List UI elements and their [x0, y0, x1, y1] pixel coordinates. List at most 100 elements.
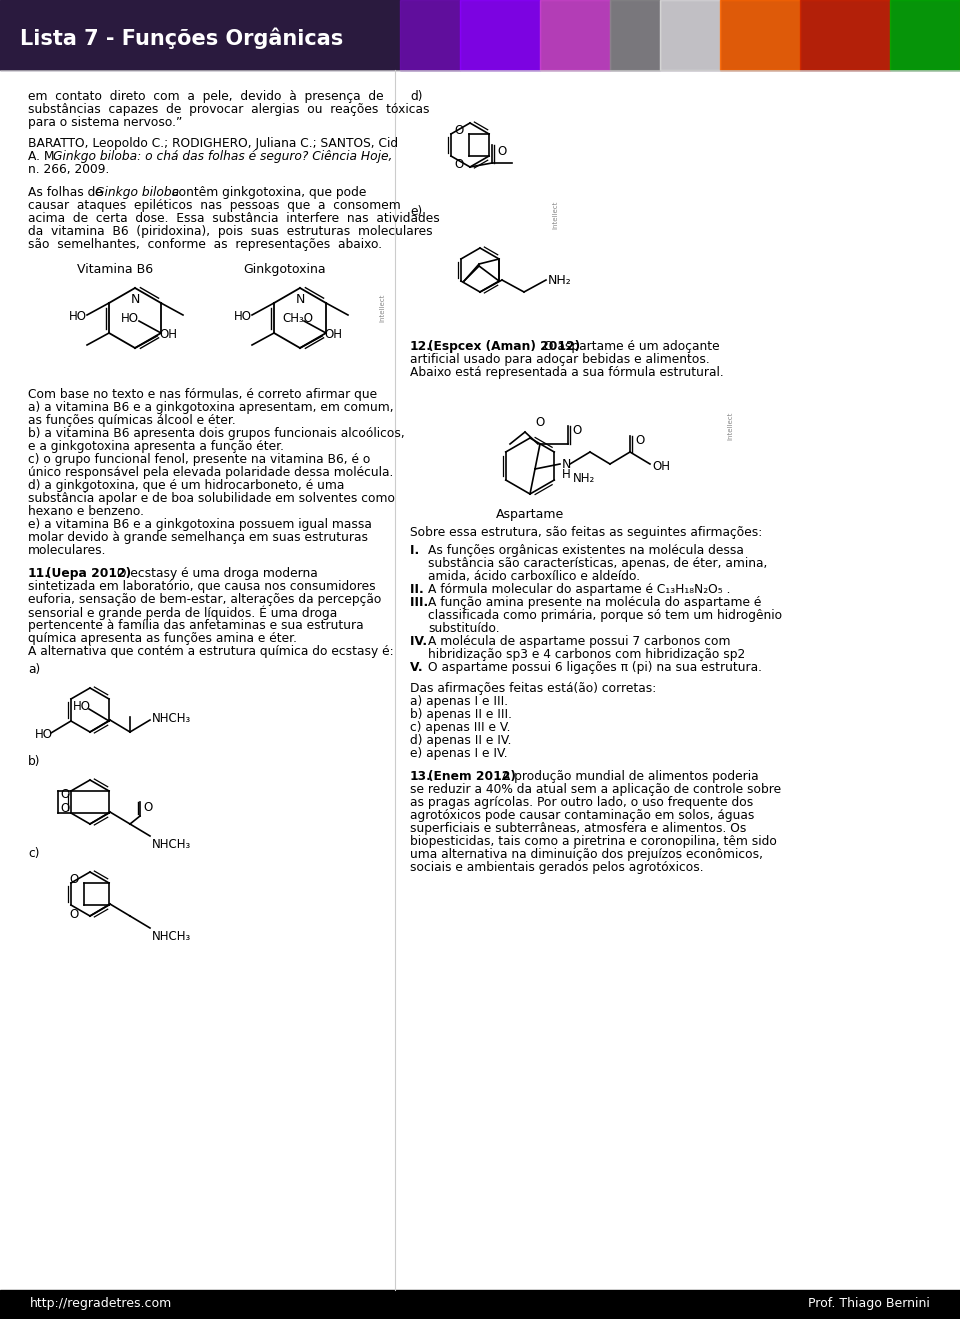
- Text: O: O: [60, 802, 69, 815]
- Text: são  semelhantes,  conforme  as  representações  abaixo.: são semelhantes, conforme as representaç…: [28, 237, 382, 251]
- Text: e a ginkgotoxina apresenta a função éter.: e a ginkgotoxina apresenta a função éter…: [28, 441, 284, 452]
- Bar: [800, 0, 890, 70]
- Text: N: N: [296, 293, 304, 306]
- Text: 11.: 11.: [28, 567, 50, 580]
- Text: Vitamina B6: Vitamina B6: [77, 262, 153, 276]
- Text: Ginkgotoxina: Ginkgotoxina: [244, 262, 326, 276]
- Text: uma alternativa na diminuição dos prejuízos econômicos,: uma alternativa na diminuição dos prejuí…: [410, 848, 763, 861]
- Text: d): d): [410, 90, 422, 103]
- Text: NHCH₃: NHCH₃: [152, 930, 191, 943]
- Text: OH: OH: [324, 327, 342, 340]
- Text: biopesticidas, tais como a piretrina e coronopilina, têm sido: biopesticidas, tais como a piretrina e c…: [410, 835, 777, 848]
- Text: A alternativa que contém a estrutura química do ecstasy é:: A alternativa que contém a estrutura quí…: [28, 645, 394, 658]
- Text: se reduzir a 40% da atual sem a aplicação de controle sobre: se reduzir a 40% da atual sem a aplicaçã…: [410, 783, 781, 795]
- Text: HO: HO: [121, 313, 139, 326]
- Text: As folhas de: As folhas de: [28, 186, 107, 199]
- Text: molar devido à grande semelhança em suas estruturas: molar devido à grande semelhança em suas…: [28, 532, 368, 543]
- Text: em  contato  direto  com  a  pele,  devido  à  presença  de: em contato direto com a pele, devido à p…: [28, 90, 384, 103]
- Text: n. 266, 2009.: n. 266, 2009.: [28, 164, 109, 175]
- Text: sintetizada em laboratório, que causa nos consumidores: sintetizada em laboratório, que causa no…: [28, 580, 375, 594]
- Text: para o sistema nervoso.”: para o sistema nervoso.”: [28, 116, 182, 129]
- Text: e) a vitamina B6 e a ginkgotoxina possuem igual massa: e) a vitamina B6 e a ginkgotoxina possue…: [28, 518, 372, 532]
- Text: d) apenas II e IV.: d) apenas II e IV.: [410, 733, 512, 747]
- Text: euforia, sensação de bem-estar, alterações da percepção: euforia, sensação de bem-estar, alteraçõ…: [28, 594, 381, 605]
- Text: Intellect: Intellect: [552, 200, 558, 230]
- Text: A molécula de aspartame possui 7 carbonos com: A molécula de aspartame possui 7 carbono…: [428, 634, 731, 648]
- Text: substância são características, apenas, de éter, amina,: substância são características, apenas, …: [428, 557, 767, 570]
- Text: pertencente à família das anfetaminas e sua estrutura: pertencente à família das anfetaminas e …: [28, 619, 364, 632]
- Text: a) apenas I e III.: a) apenas I e III.: [410, 695, 508, 708]
- Text: O: O: [69, 907, 79, 921]
- Text: Abaixo está representada a sua fórmula estrutural.: Abaixo está representada a sua fórmula e…: [410, 365, 724, 379]
- Text: O aspartame possui 6 ligações π (pi) na sua estrutura.: O aspartame possui 6 ligações π (pi) na …: [428, 661, 762, 674]
- Text: d) a ginkgotoxina, que é um hidrocarboneto, é uma: d) a ginkgotoxina, que é um hidrocarbone…: [28, 479, 345, 492]
- Bar: [0, 1290, 960, 1319]
- Text: superficiais e subterrâneas, atmosfera e alimentos. Os: superficiais e subterrâneas, atmosfera e…: [410, 822, 746, 835]
- Text: artificial usado para adoçar bebidas e alimentos.: artificial usado para adoçar bebidas e a…: [410, 353, 709, 365]
- Text: sensorial e grande perda de líquidos. É uma droga: sensorial e grande perda de líquidos. É …: [28, 605, 337, 620]
- Text: Prof. Thiago Bernini: Prof. Thiago Bernini: [808, 1298, 930, 1311]
- Text: OH: OH: [159, 327, 177, 340]
- Text: 12.: 12.: [410, 340, 432, 353]
- Text: I.: I.: [410, 543, 423, 557]
- Text: c): c): [28, 847, 39, 860]
- Text: NHCH₃: NHCH₃: [152, 838, 191, 851]
- Text: H: H: [562, 467, 571, 480]
- Text: http://regradetres.com: http://regradetres.com: [30, 1298, 172, 1311]
- Text: Lista 7 - Funções Orgânicas: Lista 7 - Funções Orgânicas: [20, 28, 344, 49]
- Bar: [400, 0, 460, 70]
- Text: único responsável pela elevada polaridade dessa molécula.: único responsável pela elevada polaridad…: [28, 466, 394, 479]
- Text: II.: II.: [410, 583, 428, 596]
- Text: O: O: [454, 124, 464, 137]
- Text: (Espcex (Aman) 2012): (Espcex (Aman) 2012): [428, 340, 580, 353]
- Text: CH₃O: CH₃O: [282, 313, 313, 326]
- Text: O ecstasy é uma droga moderna: O ecstasy é uma droga moderna: [113, 567, 318, 580]
- Text: A produção mundial de alimentos poderia: A produção mundial de alimentos poderia: [498, 770, 758, 783]
- Text: O: O: [572, 423, 581, 437]
- Bar: [890, 0, 960, 70]
- Bar: [540, 0, 610, 70]
- Text: agrotóxicos pode causar contaminação em solos, águas: agrotóxicos pode causar contaminação em …: [410, 809, 755, 822]
- Text: O: O: [454, 158, 464, 171]
- Bar: [0, 0, 960, 70]
- Text: substituído.: substituído.: [428, 623, 499, 634]
- Text: e) apenas I e IV.: e) apenas I e IV.: [410, 747, 508, 760]
- Text: Com base no texto e nas fórmulas, é correto afirmar que: Com base no texto e nas fórmulas, é corr…: [28, 388, 377, 401]
- Text: c) o grupo funcional fenol, presente na vitamina B6, é o: c) o grupo funcional fenol, presente na …: [28, 452, 371, 466]
- Text: HO: HO: [69, 310, 87, 323]
- Text: BARATTO, Leopoldo C.; RODIGHERO, Juliana C.; SANTOS, Cid: BARATTO, Leopoldo C.; RODIGHERO, Juliana…: [28, 137, 398, 150]
- Text: 13.: 13.: [410, 770, 432, 783]
- Text: b): b): [28, 754, 40, 768]
- Text: A fórmula molecular do aspartame é C₁₃H₁₈N₂O₅ .: A fórmula molecular do aspartame é C₁₃H₁…: [428, 583, 731, 596]
- Text: amida, ácido carboxílico e aldeído.: amida, ácido carboxílico e aldeído.: [428, 570, 640, 583]
- Text: HO: HO: [73, 700, 91, 714]
- Bar: [660, 0, 720, 70]
- Text: A. M.: A. M.: [28, 150, 62, 164]
- Text: (Enem 2012): (Enem 2012): [428, 770, 516, 783]
- Text: HO: HO: [35, 728, 53, 741]
- Text: moleculares.: moleculares.: [28, 543, 107, 557]
- Text: O: O: [69, 873, 79, 886]
- Text: Sobre essa estrutura, são feitas as seguintes afirmações:: Sobre essa estrutura, são feitas as segu…: [410, 526, 762, 539]
- Text: da  vitamina  B6  (piridoxina),  pois  suas  estruturas  moleculares: da vitamina B6 (piridoxina), pois suas e…: [28, 226, 433, 237]
- Text: As funções orgânicas existentes na molécula dessa: As funções orgânicas existentes na moléc…: [428, 543, 744, 557]
- Text: as pragas agrícolas. Por outro lado, o uso frequente dos: as pragas agrícolas. Por outro lado, o u…: [410, 795, 754, 809]
- Text: c) apenas III e V.: c) apenas III e V.: [410, 721, 511, 733]
- Text: (Uepa 2012): (Uepa 2012): [46, 567, 132, 580]
- Text: OH: OH: [652, 459, 670, 472]
- Bar: [460, 0, 540, 70]
- Text: NHCH₃: NHCH₃: [152, 711, 191, 724]
- Text: IV.: IV.: [410, 634, 431, 648]
- Text: causar  ataques  epiléticos  nas  pessoas  que  a  consomem: causar ataques epiléticos nas pessoas qu…: [28, 199, 400, 212]
- Bar: [610, 0, 660, 70]
- Text: química apresenta as funções amina e éter.: química apresenta as funções amina e éte…: [28, 632, 297, 645]
- Text: A função amina presente na molécula do aspartame é: A função amina presente na molécula do a…: [428, 596, 761, 609]
- Text: O: O: [535, 415, 544, 429]
- Text: a): a): [28, 663, 40, 677]
- Text: V.: V.: [410, 661, 427, 674]
- Text: a) a vitamina B6 e a ginkgotoxina apresentam, em comum,: a) a vitamina B6 e a ginkgotoxina aprese…: [28, 401, 394, 414]
- Text: hibridização sp3 e 4 carbonos com hibridização sp2: hibridização sp3 e 4 carbonos com hibrid…: [428, 648, 745, 661]
- Text: O: O: [497, 145, 506, 158]
- Text: substâncias  capazes  de  provocar  alergias  ou  reações  tóxicas: substâncias capazes de provocar alergias…: [28, 103, 429, 116]
- Text: HO: HO: [234, 310, 252, 323]
